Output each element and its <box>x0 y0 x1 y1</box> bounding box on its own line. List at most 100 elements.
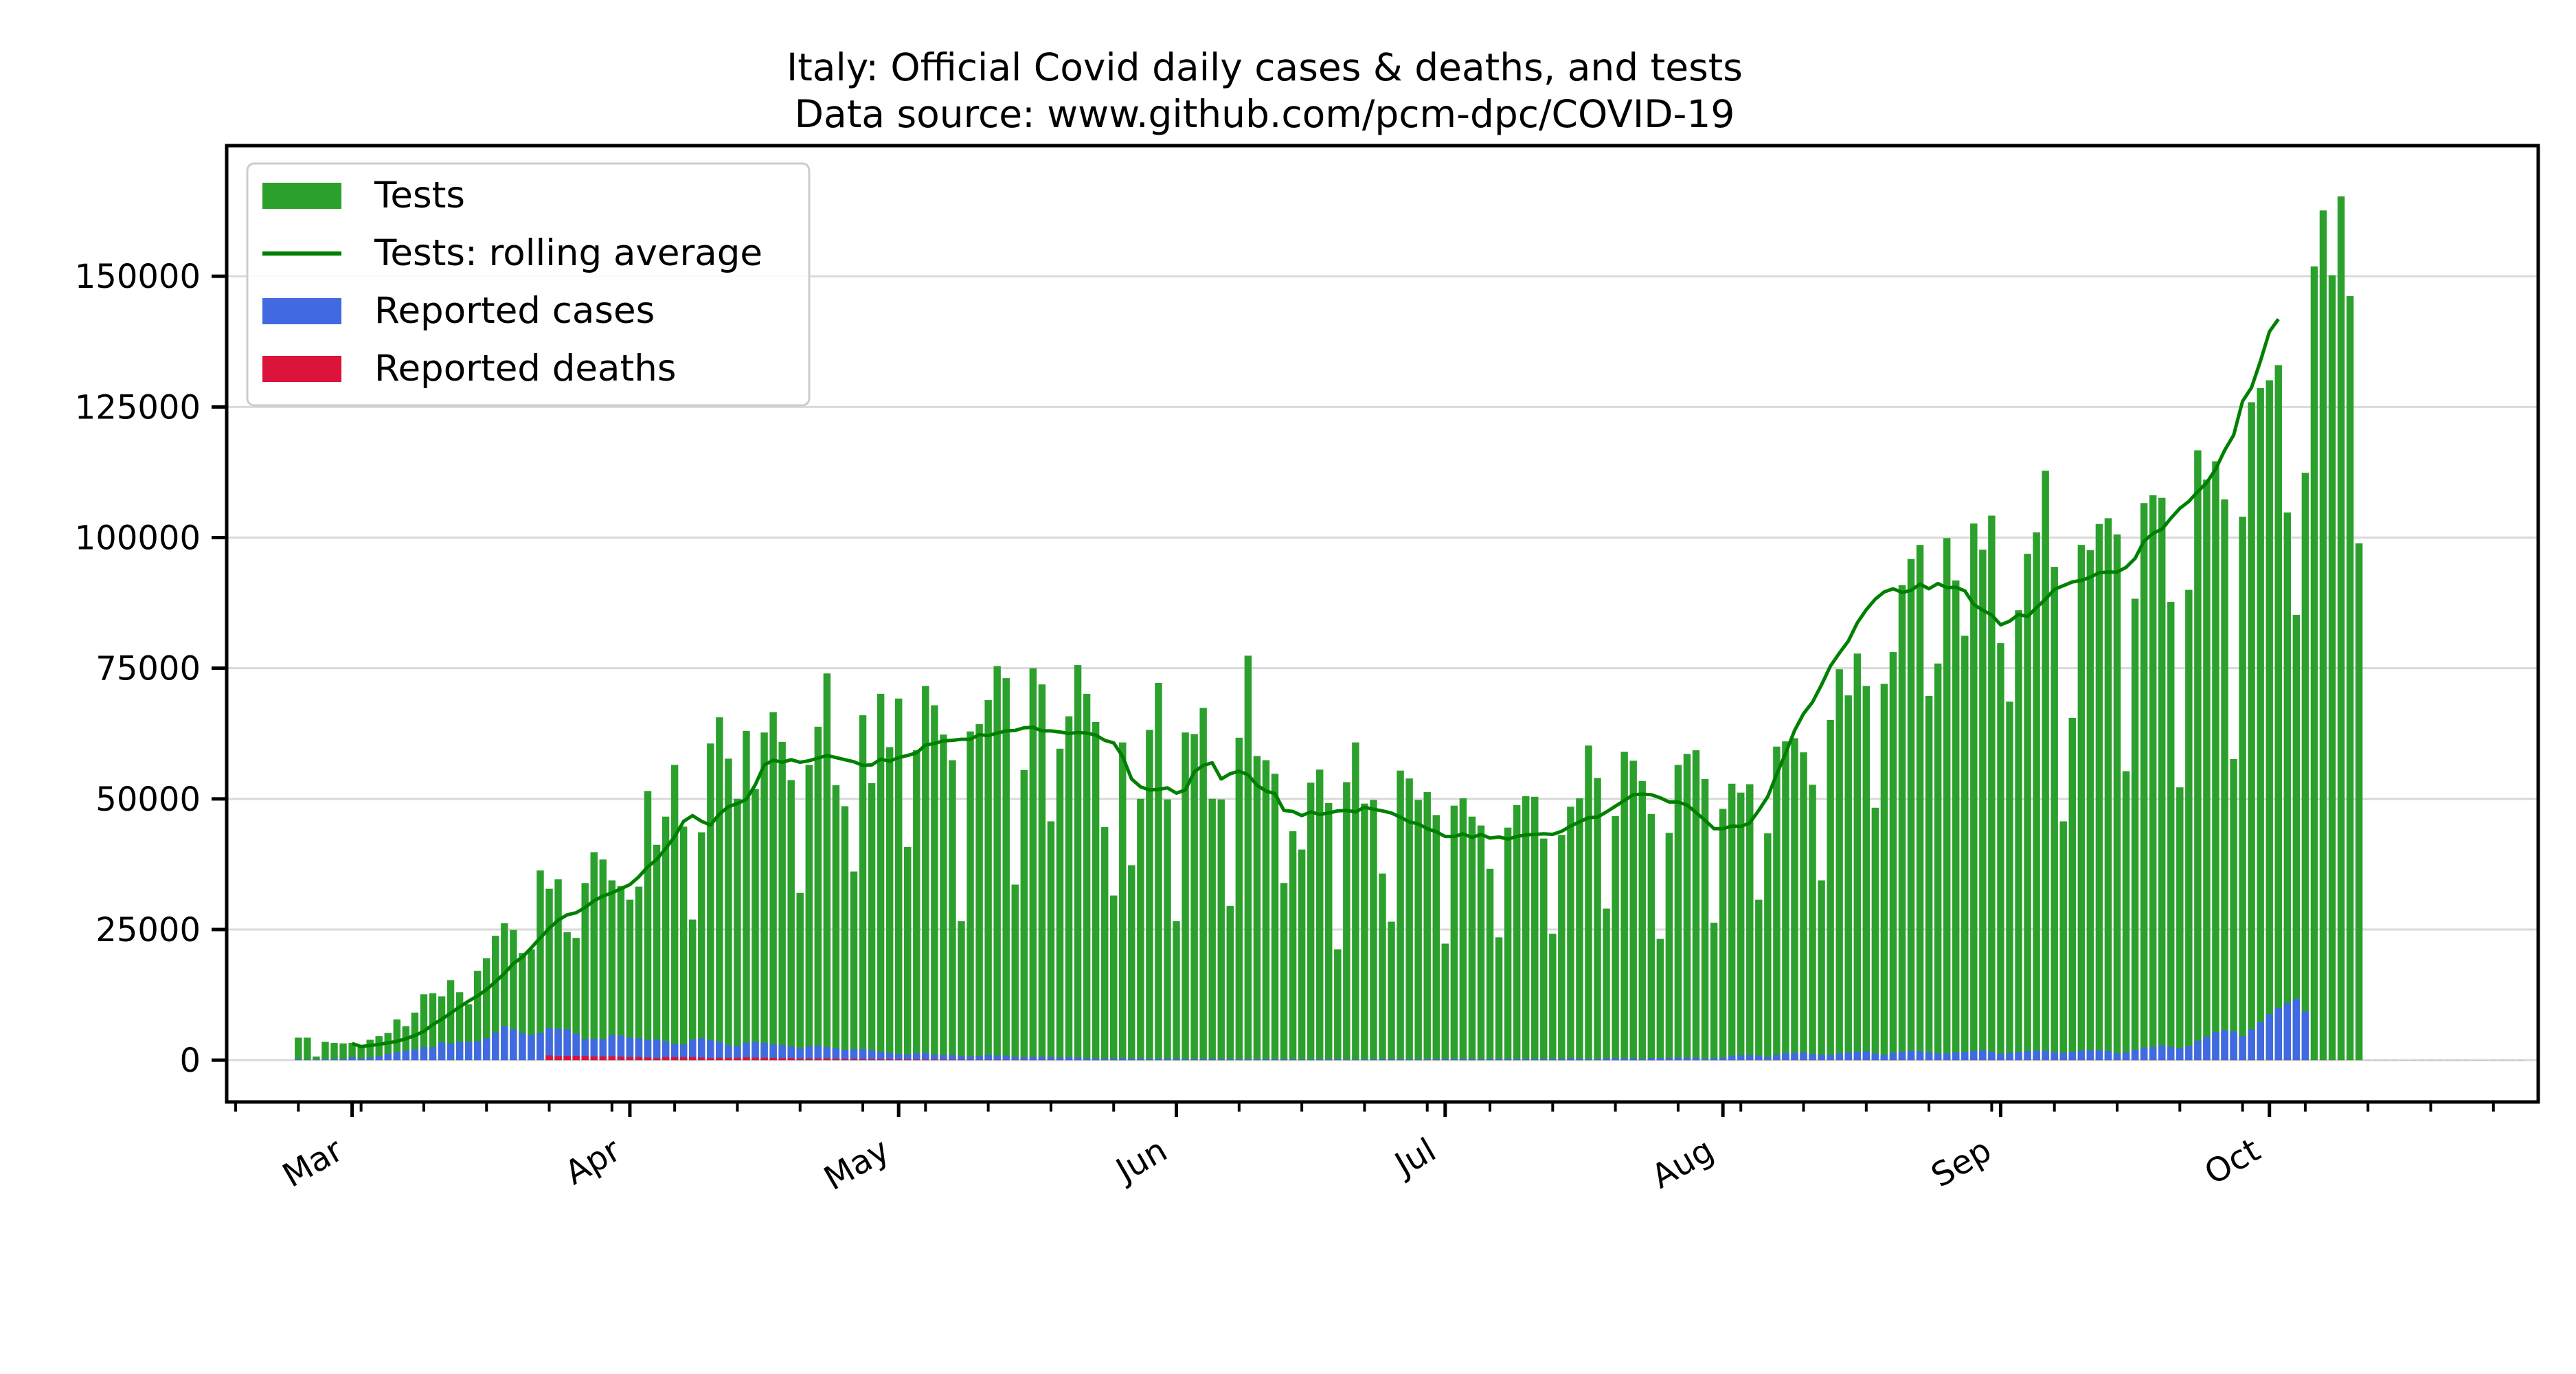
tests-bar <box>1271 774 1279 1061</box>
cases-bar <box>1952 1052 1960 1061</box>
cases-bar <box>1638 1059 1646 1061</box>
tests-bar <box>743 730 750 1061</box>
tests-bar <box>501 923 508 1061</box>
cases-bar <box>536 1033 544 1061</box>
cases-bar <box>1244 1059 1252 1061</box>
tests-bar <box>2158 497 2166 1061</box>
deaths-bar <box>581 1056 589 1061</box>
deaths-bars <box>545 1055 2524 1061</box>
tests-bar <box>1540 838 1548 1061</box>
tests-bar <box>2006 701 2013 1061</box>
chart-subtitle: Data source: www.github.com/pcm-dpc/COVI… <box>795 92 1735 136</box>
cases-bar <box>2257 1022 2264 1061</box>
cases-bar <box>1567 1058 1574 1061</box>
cases-bar <box>1199 1059 1207 1061</box>
tests-bar <box>1119 742 1127 1061</box>
tests-bar <box>679 826 688 1061</box>
deaths-bar <box>590 1056 598 1061</box>
tests-bar <box>2167 602 2175 1061</box>
cases-bar <box>1262 1059 1270 1061</box>
cases-bar <box>1119 1058 1127 1061</box>
tests-bar <box>1835 669 1843 1061</box>
cases-bar <box>670 1044 679 1061</box>
tests-bar <box>1361 803 1368 1061</box>
cases-bar <box>1853 1051 1861 1061</box>
cases-bar <box>464 1041 473 1061</box>
cases-bar <box>1549 1059 1557 1061</box>
cases-bar <box>679 1044 688 1061</box>
tests-bar <box>1486 868 1494 1061</box>
cases-bar <box>1423 1059 1431 1061</box>
tests-bar <box>787 780 795 1061</box>
tests-bar <box>2113 534 2121 1061</box>
tests-bar <box>1020 769 1028 1061</box>
cases-bar <box>993 1055 1001 1061</box>
cases-bar <box>2301 1011 2309 1061</box>
cases-bar <box>1728 1055 1736 1061</box>
tests-bar <box>1585 745 1592 1061</box>
tests-bar <box>554 879 562 1061</box>
deaths-bar <box>554 1056 562 1061</box>
tests-bar <box>1289 831 1297 1061</box>
cases-bar <box>1289 1059 1297 1061</box>
deaths-bar <box>859 1059 867 1061</box>
cases-bar <box>1943 1053 1951 1061</box>
legend-label-deaths: Reported deaths <box>374 348 677 390</box>
tests-bar <box>931 705 938 1061</box>
tests-bar <box>2301 473 2309 1061</box>
cases-bar <box>554 1028 562 1061</box>
cases-bar <box>2221 1030 2228 1061</box>
tests-bar <box>2131 598 2139 1061</box>
deaths-bar <box>743 1057 750 1061</box>
tests-bar <box>321 1041 329 1061</box>
cases-bar <box>590 1038 598 1061</box>
cases-bar <box>348 1057 356 1061</box>
cases-bar <box>725 1045 732 1061</box>
cases-bar <box>1988 1051 1996 1061</box>
cases-bar <box>626 1037 634 1061</box>
cases-bar <box>2266 1014 2273 1061</box>
tests-bar <box>1961 635 1969 1061</box>
cases-bar <box>1764 1057 1772 1061</box>
tests-bar <box>1146 730 1153 1061</box>
tests-bar <box>670 765 679 1061</box>
tests-bar <box>1692 750 1700 1061</box>
cases-bar <box>599 1039 607 1061</box>
cases-bar <box>769 1044 777 1061</box>
deaths-bar <box>545 1055 553 1061</box>
cases-bar <box>1737 1055 1745 1061</box>
tests-bar <box>420 994 428 1061</box>
cases-bar <box>1083 1058 1091 1061</box>
cases-bar <box>984 1055 992 1061</box>
cases-bar <box>1334 1059 1342 1061</box>
tests-bar <box>1065 716 1073 1061</box>
cases-bar <box>1818 1055 1825 1061</box>
legend-label-cases: Reported cases <box>374 290 655 332</box>
cases-bar <box>940 1055 947 1061</box>
deaths-bar <box>823 1058 831 1061</box>
tests-bar <box>1576 798 1583 1061</box>
cases-bar <box>617 1035 625 1061</box>
cases-bar <box>339 1059 347 1061</box>
tests-bar <box>1710 923 1718 1061</box>
cases-bar <box>2230 1031 2237 1061</box>
tests-bar <box>438 996 446 1061</box>
cases-bar <box>662 1041 670 1061</box>
tests-bar <box>2068 717 2076 1061</box>
tests-bar <box>1190 734 1198 1061</box>
cases-bar <box>1782 1052 1789 1061</box>
tests-bar <box>1943 538 1951 1061</box>
tests-bar <box>1110 895 1118 1061</box>
cases-bar <box>1388 1059 1395 1061</box>
tests-bar <box>348 1043 356 1061</box>
cases-bar <box>1620 1058 1628 1061</box>
cases-bar <box>975 1056 983 1061</box>
cases-bar <box>1531 1059 1539 1061</box>
cases-bar <box>473 1041 482 1061</box>
tests-bar <box>1997 643 2004 1061</box>
tests-bar <box>1011 884 1019 1061</box>
deaths-bar <box>841 1059 849 1061</box>
tests-bar <box>608 880 616 1061</box>
legend-swatch-deaths <box>262 356 341 382</box>
tests-bar <box>814 726 822 1061</box>
